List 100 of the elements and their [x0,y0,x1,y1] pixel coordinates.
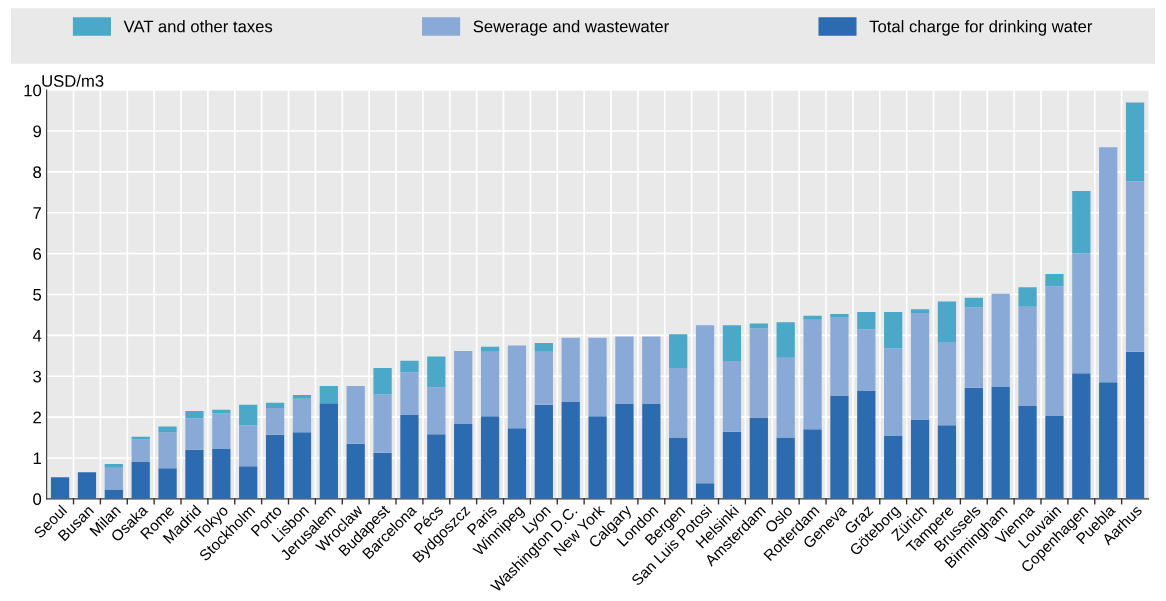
bar [937,425,957,499]
bar [1018,406,1037,499]
bar [615,336,634,404]
bar [400,360,419,373]
bar [158,468,177,499]
bar [265,434,285,499]
bar [400,415,419,499]
bar [373,452,392,499]
bar [588,416,607,499]
bar [346,386,365,444]
bar [722,431,742,499]
bar [991,386,1010,499]
bar [669,437,688,499]
bar [669,334,688,369]
y-tick-label: 2 [33,411,41,424]
bar [77,472,97,499]
bar [937,342,957,426]
bar [964,307,983,388]
bar [104,467,123,490]
bar [131,436,150,440]
y-tick-label: 7 [33,207,41,219]
legend-label: Total charge for drinking water [869,20,1093,36]
bar [131,439,150,463]
bar [695,483,715,499]
bar [454,350,473,425]
y-tick-label: 1 [33,452,41,464]
bar [239,425,258,467]
bar [212,413,231,449]
bar [669,368,688,438]
bar [373,394,392,453]
bar [910,312,930,420]
bar [427,434,446,499]
bar [588,337,607,417]
bar [1125,102,1145,182]
y-tick-label: 3 [33,370,42,383]
legend-label: VAT and other taxes [123,20,273,33]
bar [695,325,715,484]
bar [158,432,177,469]
bar [830,316,849,396]
y-axis-title: USD/m3 [42,74,104,87]
bar [803,315,822,320]
bar [937,301,957,343]
bar [1045,274,1064,287]
y-tick-label: 9 [33,125,41,138]
bar [776,357,795,438]
bar [534,343,553,352]
bar [104,464,123,468]
bar [803,319,822,430]
bar [1045,286,1064,416]
bar [910,419,930,499]
bar [1018,287,1037,307]
bar [857,329,876,391]
bar [1072,253,1091,374]
legend-label: Sewerage and wastewater [473,20,669,36]
bar [991,293,1010,387]
bar [561,337,580,402]
bar [884,348,903,436]
bar [292,395,312,399]
bar [1045,415,1064,499]
bar [830,314,849,317]
bar [722,361,742,432]
bar [373,368,392,395]
bar [749,417,768,499]
bar [158,426,177,433]
bar [1125,351,1145,499]
bar [722,325,742,362]
bar [454,424,473,499]
bar [857,312,876,330]
y-tick-label: 10 [24,84,42,97]
bar [480,346,500,352]
bar [964,297,983,308]
bar [830,395,849,499]
bar [534,351,553,405]
bar [561,401,580,499]
bar [749,328,768,418]
bar [265,402,285,409]
y-tick-label: 6 [33,248,42,260]
bar [480,416,500,499]
bar [427,387,446,435]
y-tick-label: 0 [33,493,42,506]
bar [507,428,527,499]
bar [212,448,231,499]
bar [857,390,876,499]
bar [400,372,419,416]
y-tick-label: 5 [33,289,42,301]
bar [319,386,338,404]
bar [884,312,903,349]
bar [884,435,903,499]
bar [1072,373,1091,499]
bar [292,398,312,433]
bar [1099,147,1118,383]
bar [131,462,150,499]
bar [1099,382,1118,499]
bar [1125,181,1145,352]
bar [185,418,204,450]
bar [1018,306,1037,407]
bar [776,437,795,499]
bar [292,432,312,499]
bar [534,404,553,499]
y-tick-label: 8 [33,166,42,179]
